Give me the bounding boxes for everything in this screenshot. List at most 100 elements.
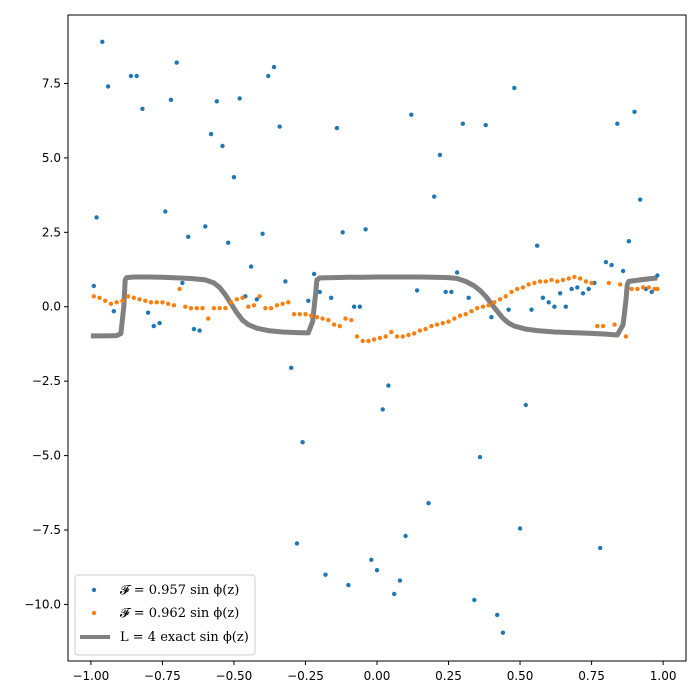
scatter-point-series-2 bbox=[577, 276, 583, 281]
scatter-point-series-2 bbox=[251, 303, 257, 308]
scatter-point-series-2 bbox=[618, 282, 623, 287]
scatter-point-series-1 bbox=[363, 227, 368, 232]
scatter-point-series-2 bbox=[165, 301, 171, 306]
scatter-point-series-2 bbox=[417, 328, 423, 333]
scatter-point-series-2 bbox=[183, 304, 188, 309]
scatter-point-series-2 bbox=[400, 334, 405, 339]
y-axis: 7.5 5.0 2.5 0.0 −2.5 −5.0 −7.5 −10.0 bbox=[24, 76, 68, 611]
scatter-point-series-1 bbox=[638, 197, 643, 202]
scatter-point-series-2 bbox=[114, 300, 119, 305]
scatter-point-series-2 bbox=[589, 280, 594, 286]
scatter-point-series-1 bbox=[157, 320, 162, 326]
scatter-point-series-1 bbox=[231, 175, 237, 180]
scatter-point-series-2 bbox=[549, 277, 554, 283]
scatter-point-series-1 bbox=[369, 557, 374, 562]
scatter-point-series-1 bbox=[512, 85, 517, 91]
scatter-point-series-1 bbox=[351, 304, 357, 309]
scatter-point-series-2 bbox=[394, 334, 400, 339]
y-tick-label: −5.0 bbox=[32, 449, 61, 463]
scatter-point-series-2 bbox=[148, 300, 154, 305]
scatter-point-series-2 bbox=[228, 300, 234, 305]
scatter-point-series-1 bbox=[432, 194, 437, 199]
scatter-point-series-2 bbox=[635, 286, 640, 292]
scatter-point-series-2 bbox=[188, 306, 194, 311]
x-tick-label: 0.25 bbox=[435, 669, 462, 683]
x-tick-label: −0.50 bbox=[216, 669, 253, 683]
y-tick-label: −7.5 bbox=[32, 523, 61, 537]
y-tick-label: −2.5 bbox=[32, 374, 61, 388]
scatter-point-series-1 bbox=[477, 454, 483, 460]
y-tick-label: 2.5 bbox=[42, 225, 61, 239]
plot-series-layer bbox=[90, 39, 660, 635]
scatter-point-series-1 bbox=[483, 122, 488, 128]
scatter-point-series-2 bbox=[555, 279, 560, 284]
scatter-point-series-2 bbox=[171, 303, 177, 308]
scatter-point-series-2 bbox=[646, 285, 651, 290]
scatter-point-series-1 bbox=[563, 304, 568, 309]
scatter-point-series-2 bbox=[463, 312, 468, 317]
scatter-point-series-2 bbox=[503, 294, 508, 299]
scatter-point-series-1 bbox=[197, 328, 202, 333]
scatter-point-series-2 bbox=[354, 334, 360, 339]
scatter-point-series-1 bbox=[226, 240, 231, 245]
scatter-point-series-1 bbox=[163, 209, 168, 214]
scatter-point-series-2 bbox=[360, 338, 365, 344]
scatter-point-series-2 bbox=[217, 306, 222, 311]
scatter-point-series-1 bbox=[220, 143, 225, 149]
x-tick-label: 1.00 bbox=[650, 669, 677, 683]
scatter-point-series-2 bbox=[326, 317, 331, 323]
scatter-point-series-2 bbox=[291, 312, 297, 317]
scatter-point-series-2 bbox=[520, 285, 526, 290]
scatter-point-series-2 bbox=[371, 337, 377, 342]
scatter-point-series-2 bbox=[457, 313, 463, 318]
scatter-point-series-2 bbox=[469, 309, 474, 314]
scatter-point-series-1 bbox=[392, 591, 397, 597]
scatter-point-series-1 bbox=[174, 60, 179, 65]
scatter-point-series-2 bbox=[595, 323, 600, 329]
scatter-point-series-2 bbox=[91, 294, 97, 299]
scatter-point-series-2 bbox=[655, 286, 660, 292]
scatter-point-series-1 bbox=[575, 285, 580, 290]
scatter-point-series-2 bbox=[612, 322, 617, 327]
scatter-point-series-1 bbox=[449, 289, 454, 295]
scatter-point-series-2 bbox=[337, 323, 342, 329]
scatter-point-series-2 bbox=[240, 295, 245, 300]
scatter-point-series-1 bbox=[535, 243, 540, 248]
scatter-point-series-1 bbox=[529, 307, 534, 312]
scatter-point-series-2 bbox=[515, 286, 520, 292]
series-line-exact bbox=[90, 274, 658, 339]
scatter-point-series-1 bbox=[443, 289, 448, 295]
scatter-point-series-1 bbox=[403, 533, 408, 539]
scatter-point-series-1 bbox=[357, 304, 362, 309]
scatter-point-series-1 bbox=[266, 73, 271, 79]
scatter-point-series-2 bbox=[206, 316, 211, 321]
x-tick-label: −0.75 bbox=[144, 669, 181, 683]
scatter-point-series-1 bbox=[294, 541, 300, 546]
scatter-point-series-2 bbox=[320, 316, 325, 321]
scatter-point-series-1 bbox=[374, 568, 380, 573]
scatter-point-series-2 bbox=[274, 303, 280, 308]
scatter-point-series-1 bbox=[128, 73, 134, 79]
scatter-point-series-1 bbox=[311, 271, 317, 277]
legend-marker-series-1 bbox=[91, 587, 97, 593]
scatter-point-series-1 bbox=[254, 297, 259, 302]
scatter-point-series-2 bbox=[366, 338, 371, 344]
scatter-point-series-1 bbox=[517, 526, 523, 531]
scatter-point-series-1 bbox=[437, 152, 443, 158]
scatter-point-series-1 bbox=[626, 239, 631, 244]
scatter-point-series-2 bbox=[572, 274, 577, 280]
scatter-point-series-1 bbox=[580, 291, 586, 296]
scatter-point-series-1 bbox=[134, 73, 139, 79]
scatter-point-series-1 bbox=[317, 289, 322, 295]
scatter-point-series-1 bbox=[586, 286, 591, 292]
scatter-point-series-1 bbox=[248, 264, 254, 269]
scatter-point-series-2 bbox=[537, 279, 543, 284]
scatter-point-series-1 bbox=[151, 323, 156, 329]
scatter-point-series-2 bbox=[103, 298, 108, 303]
scatter-point-series-2 bbox=[160, 300, 165, 305]
x-tick-label: 0.00 bbox=[364, 669, 391, 683]
scatter-point-series-1 bbox=[620, 268, 626, 274]
scatter-point-series-1 bbox=[145, 310, 151, 315]
legend-label-series-2: 𝓕 = 0.962 sin ϕ(z) bbox=[120, 606, 239, 621]
